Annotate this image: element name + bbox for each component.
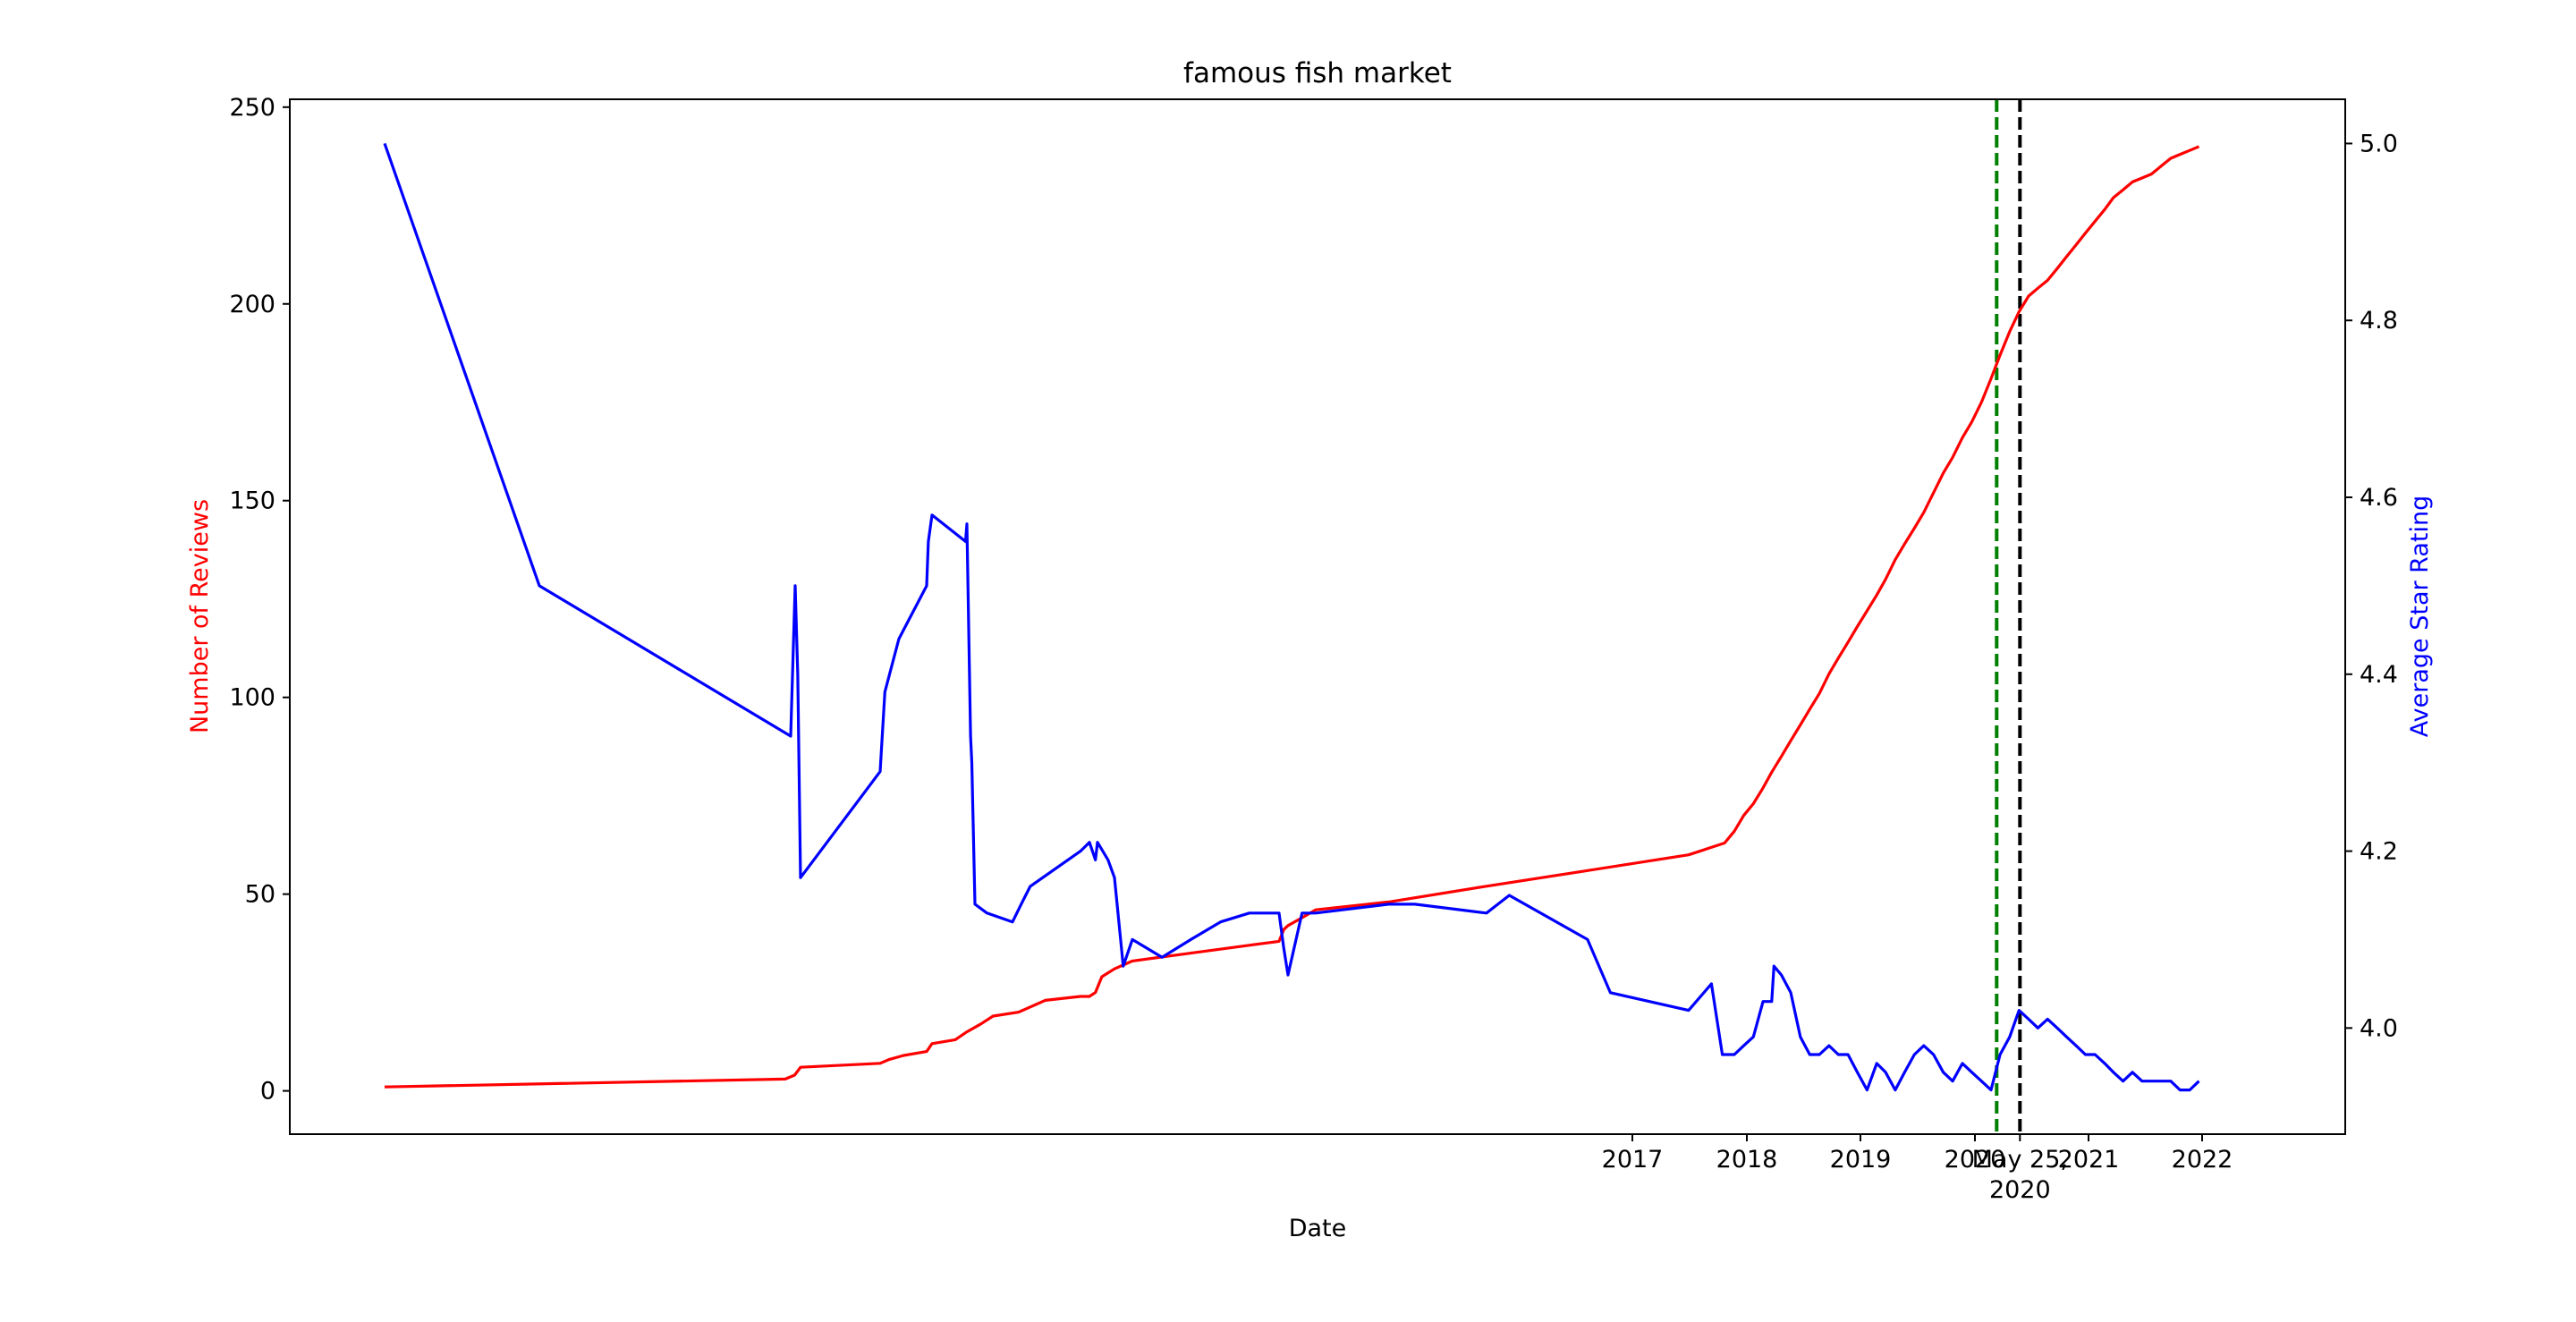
y-left-tick-label: 150 [229, 487, 275, 515]
y-left-tick-label: 0 [260, 1078, 275, 1106]
event-lines [1995, 99, 2022, 1134]
x-tick-label: 2020 [1945, 1146, 2006, 1174]
y-right-tick-label: 4.8 [2360, 307, 2398, 335]
x-tick-label-line: 2020 [1989, 1176, 2051, 1204]
x-tick-label: 2018 [1716, 1146, 1778, 1174]
x-tick-label: 2017 [1602, 1146, 1664, 1174]
chart-title: famous fish market [1183, 57, 1452, 89]
y-left-tick-label: 100 [229, 684, 275, 712]
y-left-tick-label: 250 [229, 94, 275, 122]
x-tick-label: 2019 [1830, 1146, 1892, 1174]
y-axis-right: 4.0 4.2 4.4 4.6 4.8 5.0 [2345, 130, 2398, 1042]
axes-frame [289, 98, 2346, 1135]
y-right-tick-label: 4.0 [2360, 1014, 2398, 1042]
y-axis-left-label: Number of Reviews [186, 499, 214, 733]
y-left-tick-label: 50 [245, 881, 275, 909]
x-tick-label-line: 2017 [1602, 1146, 1664, 1174]
y-right-tick-label: 5.0 [2360, 130, 2398, 157]
rating-line [383, 142, 2200, 1092]
x-tick-label-line: May 25, [1972, 1146, 2068, 1174]
x-tick-label-line: 2018 [1716, 1146, 1778, 1174]
x-tick-label: 2022 [2172, 1146, 2233, 1174]
x-tick-label: May 25, 2020 [1972, 1146, 2068, 1204]
y-right-tick-label: 4.4 [2360, 661, 2398, 689]
x-tick-label-line: 2019 [1830, 1146, 1892, 1174]
y-right-tick-label: 4.6 [2360, 484, 2398, 512]
y-right-tick-label: 4.2 [2360, 838, 2398, 866]
series-layer [383, 142, 2200, 1092]
x-tick-label: 2021 [2058, 1146, 2120, 1174]
y-axis-left: 0 50 100 150 200 250 [229, 94, 290, 1106]
x-tick-label-line: 2020 [1945, 1146, 2006, 1174]
x-axis-label: Date [1289, 1215, 1347, 1242]
y-axis-right-label: Average Star Rating [2406, 496, 2434, 737]
x-tick-label-line: 2021 [2058, 1146, 2120, 1174]
reviews-line [384, 145, 2200, 1089]
y-left-tick-label: 200 [229, 291, 275, 318]
x-tick-label-line: 2022 [2172, 1146, 2233, 1174]
